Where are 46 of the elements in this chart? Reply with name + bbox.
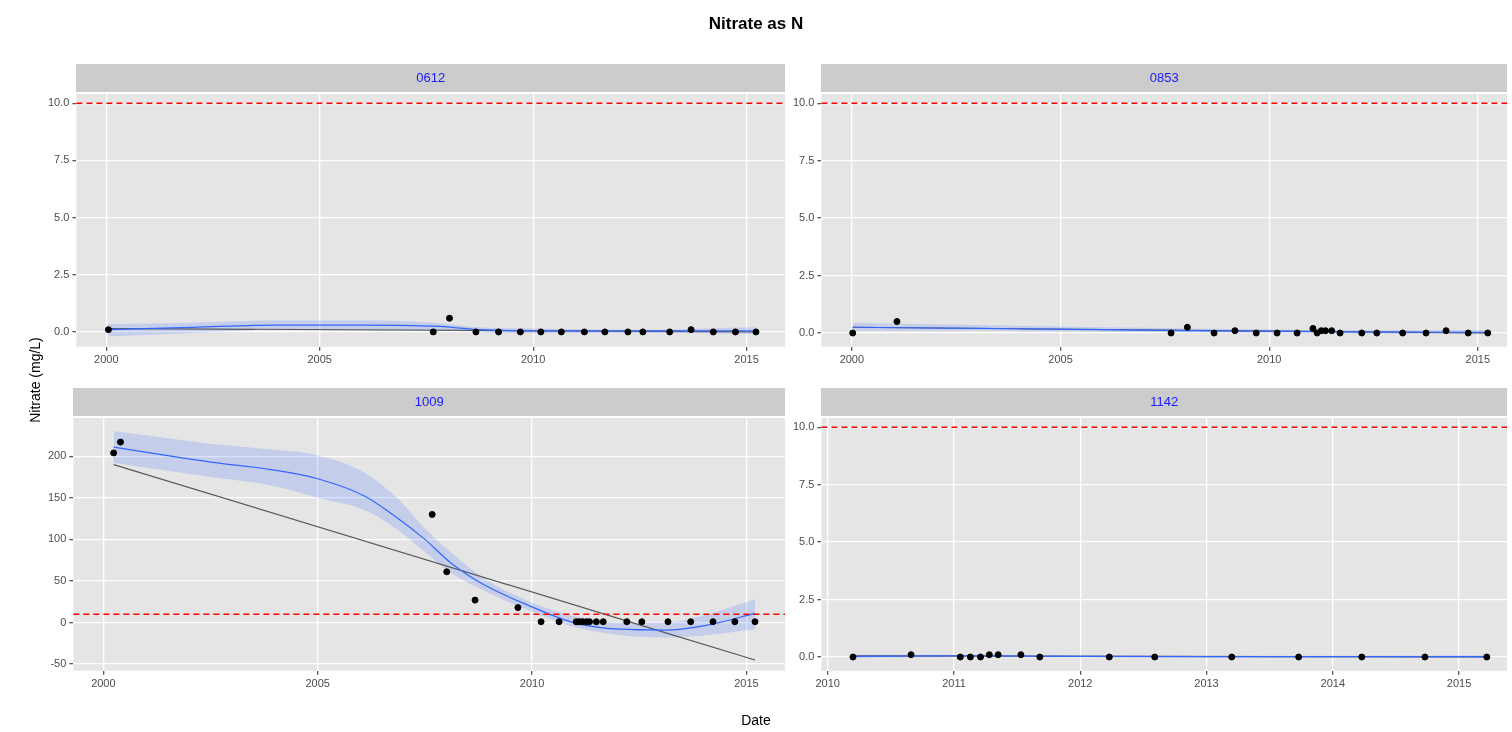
x-tick-label: 2010 [520,353,546,366]
x-tick-label: 2015 [734,353,759,366]
x-tick-label: 2015 [1465,353,1491,366]
x-tick-label: 2000 [94,353,119,366]
chart-title: 0853 [821,64,1507,92]
text: Nitrate as N [707,14,805,34]
y-tick-label: 100 [47,532,67,545]
chart-title: 0612 [76,64,785,92]
y-tick-label: 7.5 [799,153,815,166]
y-axis-title: Nitrate (mg/L) [27,336,43,425]
x-tick-label: 2015 [1446,677,1472,690]
x-tick-label: 2010 [1256,353,1282,366]
y-tick-label: 0.0 [799,326,815,339]
y-tick-label: 0.0 [54,324,70,337]
y-tick-label: 0 [60,615,67,628]
y-tick-label: 7.5 [799,477,815,490]
x-tick-label: 2010 [519,677,545,690]
y-tick-label: 5.0 [54,210,70,223]
x-tick-label: 2015 [734,677,759,690]
y-tick-label: -50 [50,657,67,670]
y-tick-label: 200 [47,449,67,462]
x-tick-label: 2005 [307,353,332,366]
y-tick-label: 150 [47,490,67,503]
y-tick-label: 2.5 [799,592,815,605]
y-tick-label: 5.0 [799,211,815,224]
y-tick-label: 0.0 [799,650,815,663]
y-tick-label: 5.0 [799,535,815,548]
x-tick-label: 2014 [1320,677,1345,690]
x-tick-label: 2012 [1068,677,1093,690]
y-tick-label: 10.0 [47,96,70,109]
x-tick-label: 2010 [815,677,840,690]
x-tick-label: 2005 [1048,353,1073,366]
x-tick-label: 2000 [839,353,865,366]
x-tick-label: 2013 [1194,677,1219,690]
y-tick-label: 2.5 [54,267,70,280]
x-tick-label: 2000 [91,677,116,690]
y-tick-label: 2.5 [799,268,815,281]
y-tick-label: 10.0 [792,420,815,433]
y-tick-label: 10.0 [792,96,815,109]
y-tick-label: 50 [54,574,67,587]
x-tick-label: 2011 [942,677,966,690]
x-axis-title: Date [740,712,772,728]
y-tick-label: 7.5 [54,153,70,166]
chart-title: 1009 [73,388,785,416]
x-tick-label: 2005 [305,677,330,690]
chart-title: 1142 [821,388,1507,416]
